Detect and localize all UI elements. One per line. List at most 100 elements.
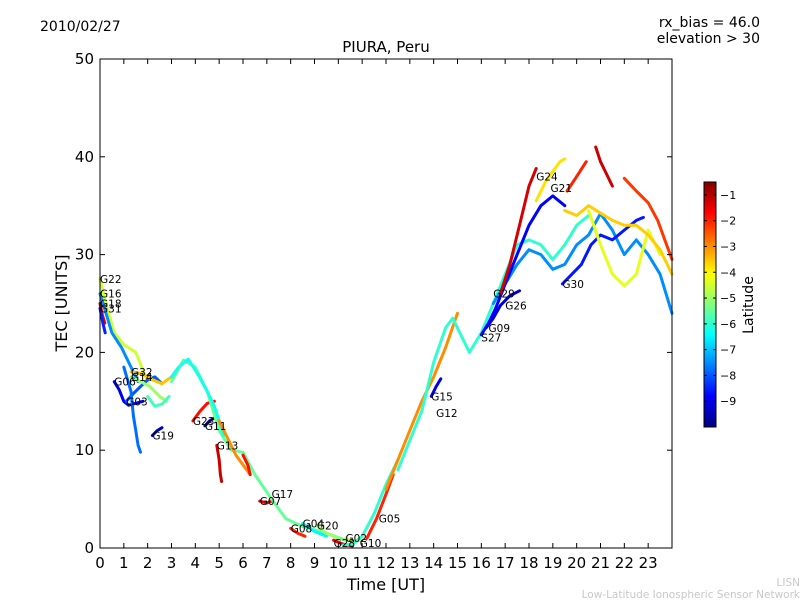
y-tick-label: 50 <box>75 50 94 68</box>
tec-trace-g32 <box>129 370 173 386</box>
x-tick-label: 5 <box>214 554 224 572</box>
satellite-label-g29: G29 <box>493 289 515 301</box>
colorbar-tick-label: −6 <box>720 318 736 331</box>
satellite-label-g26: G26 <box>505 301 527 313</box>
tec-trace-g14 <box>129 375 169 403</box>
colorbar-label: Latitude <box>741 276 757 334</box>
x-tick-label: 8 <box>286 554 296 572</box>
x-tick-label: 17 <box>496 554 515 572</box>
tec-trace-g30 <box>560 215 645 286</box>
tec-trace-unlabeled-34 <box>565 160 588 193</box>
satellite-label-g24: G24 <box>536 171 558 183</box>
satellite-label-g22: G22 <box>100 274 122 286</box>
x-tick-label: 1 <box>119 554 129 572</box>
satellite-label-g13: G13 <box>217 440 239 452</box>
satellite-label-g23: G23 <box>193 416 215 428</box>
tec-trace-g08 <box>289 526 307 538</box>
satellite-label-layer: G22G16G18G31G06G03G32G14G19G23G11G13G07G… <box>100 171 584 550</box>
chart-title: PIURA, Peru <box>342 38 429 56</box>
x-tick-label: 20 <box>567 554 586 572</box>
tec-trace-g07 <box>258 499 274 505</box>
x-tick-label: 14 <box>424 554 443 572</box>
y-axis-label: TEC [UNITS] <box>52 255 71 353</box>
tec-trace-unlabeled-39 <box>241 453 252 477</box>
tec-trace-g16 <box>98 292 140 384</box>
y-tick-label: 30 <box>75 246 94 264</box>
x-tick-label: 11 <box>353 554 372 572</box>
satellite-label-g15: G15 <box>431 391 453 403</box>
satellite-label-g08: G08 <box>291 523 313 535</box>
x-axis-label: Time [UT] <box>346 575 425 594</box>
satellite-label-g02: G02 <box>346 533 368 545</box>
tec-trace-g10 <box>341 458 400 547</box>
tec-trace-g19 <box>150 426 164 437</box>
tec-trace-g13 <box>215 443 224 483</box>
satellite-label-g05: G05 <box>379 514 401 526</box>
x-tick-label: 2 <box>143 554 153 572</box>
satellite-label-g31: G31 <box>100 303 122 315</box>
tec-trace-unlabeled-36 <box>122 365 142 454</box>
x-tick-label: 10 <box>329 554 348 572</box>
tec-trace-g20 <box>315 524 340 540</box>
colorbar-tick-label: −8 <box>720 369 736 382</box>
satellite-label-g32: G32 <box>131 367 153 379</box>
satellite-label-g09: G09 <box>489 323 511 335</box>
x-tick-label: 18 <box>519 554 538 572</box>
x-tick-label: 21 <box>591 554 610 572</box>
x-tick-label: 9 <box>310 554 320 572</box>
x-tick-label: 7 <box>262 554 272 572</box>
satellite-label-g28: G28 <box>334 538 356 550</box>
colorbar-tick-label: −7 <box>720 344 736 357</box>
colorbar-tick-label: −9 <box>720 395 736 408</box>
y-tick-label: 0 <box>84 539 94 557</box>
y-tick-label: 20 <box>75 343 94 361</box>
tec-trace-unlabeled-30 <box>594 145 614 188</box>
colorbar-tick-label: −4 <box>720 266 736 279</box>
watermark-title: LISN <box>777 577 800 589</box>
tec-trace-g21 <box>534 157 567 203</box>
tec-trace-g06 <box>112 380 145 407</box>
satellite-label-g17: G17 <box>272 489 294 501</box>
rx-bias-annotation: rx_bias = 46.0 <box>659 15 760 31</box>
satellite-label-g06: G06 <box>114 377 136 389</box>
watermark-subtitle: Low-Latitude Ionospheric Sensor Network <box>582 589 800 600</box>
y-axis: 0 10 20 30 40 50 <box>75 50 672 557</box>
satellite-label-g19: G19 <box>152 431 174 443</box>
colorbar-gradient <box>703 181 717 428</box>
satellite-label-g10: G10 <box>360 538 382 550</box>
x-tick-label: 16 <box>472 554 491 572</box>
tec-trace-unlabeled-33 <box>563 204 674 276</box>
x-tick-label: 15 <box>448 554 467 572</box>
tec-trace-g22 <box>98 277 150 384</box>
tec-trace-unlabeled-35 <box>170 357 226 437</box>
x-tick-label: 23 <box>639 554 658 572</box>
tec-trace-unlabeled-38 <box>217 419 252 477</box>
tec-trace-g24 <box>498 167 538 296</box>
x-tick-label: 3 <box>167 554 177 572</box>
x-tick-label: 19 <box>543 554 562 572</box>
plot-frame <box>99 58 673 549</box>
x-tick-label: 6 <box>238 554 248 572</box>
data-layer <box>98 145 674 548</box>
tec-trace-g11 <box>203 416 216 428</box>
tec-trace-g12 <box>384 311 459 491</box>
x-tick-label: 13 <box>400 554 419 572</box>
satellite-label-g14: G14 <box>131 372 153 384</box>
tec-trace-g04 <box>301 522 328 538</box>
x-axis: 0 1 2 3 4 5 6 7 8 9 10 11 12 13 14 15 16 17 18 19 20 21 22 23 <box>95 59 658 572</box>
tec-trace-g17 <box>170 358 347 542</box>
satellite-label-g11: G11 <box>205 421 227 433</box>
y-tick-label: 40 <box>75 148 94 166</box>
tec-trace-unlabeled-32 <box>587 209 662 288</box>
tec-trace-g15 <box>429 377 443 398</box>
x-tick-label: 0 <box>95 554 105 572</box>
y-tick-label: 10 <box>75 441 94 459</box>
tec-trace-g31 <box>98 306 107 335</box>
satellite-label-g30: G30 <box>562 279 584 291</box>
colorbar-tick-label: −1 <box>720 189 736 202</box>
colorbar: −1 −2 −3 −4 −5 −6 −7 −8 −9 <box>703 181 736 428</box>
x-tick-label: 22 <box>615 554 634 572</box>
colorbar-tick-label: −3 <box>720 240 736 253</box>
satellite-label-g04: G04 <box>303 519 325 531</box>
